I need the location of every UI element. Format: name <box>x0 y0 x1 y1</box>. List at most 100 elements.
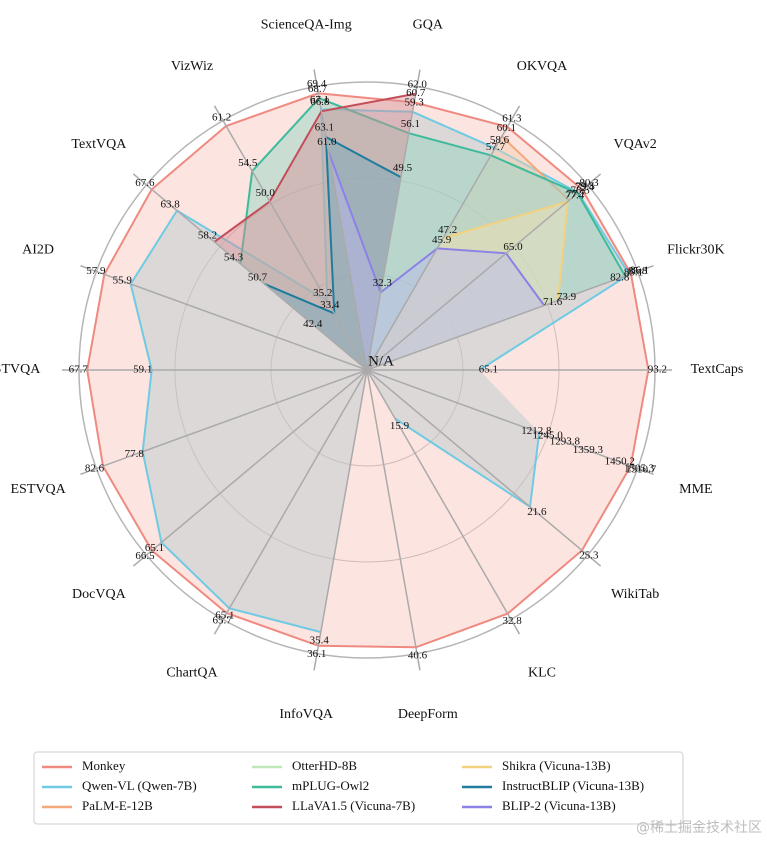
value-label: 68.7 <box>308 83 328 95</box>
axis-line <box>213 369 368 635</box>
axis-label: KLC <box>528 665 556 680</box>
value-label: 54.3 <box>224 251 244 263</box>
value-label: 58.2 <box>198 230 217 242</box>
axis-label: OKVQA <box>517 59 568 74</box>
value-label: 1212.8 <box>521 425 552 437</box>
axis-line <box>132 369 368 567</box>
series-area <box>367 136 570 370</box>
axis-label: VQAv2 <box>613 137 656 152</box>
value-label: 25.3 <box>579 550 599 562</box>
value-label: 78.5 <box>570 185 590 197</box>
value-label: 80.3 <box>579 177 599 189</box>
value-label: 86.1 <box>630 264 649 276</box>
value-label: 61.0 <box>317 136 337 148</box>
axis-label: TextCaps <box>691 362 744 377</box>
axis-label: VizWiz <box>171 59 213 74</box>
value-label: 60.1 <box>497 122 516 134</box>
value-label: 50.0 <box>256 187 276 199</box>
value-label: 82.8 <box>610 272 630 284</box>
value-label: 65.1 <box>215 610 234 622</box>
value-label: 63.8 <box>161 198 181 210</box>
value-label: 85.8 <box>628 265 648 277</box>
value-label: 35.4 <box>310 635 330 647</box>
axis-line <box>80 264 368 371</box>
axis-line <box>132 173 368 371</box>
value-label: 69.4 <box>307 78 327 90</box>
value-label: 59.1 <box>133 364 152 376</box>
axis-line <box>313 369 368 671</box>
axis-label: WikiTab <box>611 587 659 602</box>
value-label: 93.2 <box>648 364 667 376</box>
axes <box>62 69 672 671</box>
legend-box <box>33 751 684 825</box>
axis-line <box>366 69 421 371</box>
value-label: 67.1 <box>310 94 329 106</box>
value-label: 61.2 <box>212 112 231 124</box>
axis-line <box>366 369 421 671</box>
axis-label: InfoVQA <box>279 707 334 722</box>
value-label: 79.5 <box>575 181 595 193</box>
axis-label: Flickr30K <box>667 243 725 258</box>
axis-line <box>313 69 368 371</box>
value-label: 58.6 <box>490 134 510 146</box>
value-label: 65.1 <box>145 542 164 554</box>
series-line <box>501 135 570 202</box>
value-label: 71.6 <box>543 296 563 308</box>
legend: Monkey Qwen-VL (Qwen-7B) PaLM-E-12B OtterHD… <box>42 758 644 813</box>
legend-label: LLaVA1.5 (Vicuna-7B) <box>292 798 415 813</box>
axis-line <box>366 264 654 371</box>
series-area <box>319 151 557 439</box>
value-label: 55.9 <box>113 274 133 286</box>
watermark: @稀土掘金技术社区 <box>636 820 762 836</box>
value-label: 36.1 <box>307 648 326 660</box>
value-label: 66.5 <box>135 550 155 562</box>
value-label: 85.1 <box>624 267 643 279</box>
value-label: 82.6 <box>85 463 105 475</box>
axis-line <box>366 369 521 635</box>
value-label: 57.7 <box>486 141 506 153</box>
value-label: 79.4 <box>575 181 595 193</box>
axis-label: DeepForm <box>398 707 458 722</box>
value-label: 33.4 <box>320 299 340 311</box>
value-label: 1505.3 <box>624 463 655 475</box>
axis-label: ChartQA <box>166 665 218 680</box>
value-label: 45.9 <box>432 234 452 246</box>
value-label: 59.3 <box>404 96 424 108</box>
axis-label: STVQA <box>0 362 41 377</box>
value-label: 62.0 <box>408 78 428 90</box>
value-label: 65.7 <box>213 614 233 626</box>
value-label: 1245.0 <box>533 429 564 441</box>
value-label: 40.6 <box>408 650 428 662</box>
center-label: N/A <box>368 353 394 369</box>
value-label: 66.8 <box>310 96 330 108</box>
legend-label: Monkey <box>82 758 126 773</box>
value-label: 60.7 <box>406 87 426 99</box>
axis-label: MME <box>679 482 712 497</box>
value-label: 50.7 <box>248 272 268 284</box>
legend-label: PaLM-E-12B <box>82 798 153 813</box>
series-area <box>214 93 633 467</box>
legend-label: Qwen-VL (Qwen-7B) <box>82 778 197 793</box>
value-label: 61.3 <box>502 113 522 125</box>
value-label: 65.0 <box>503 241 523 253</box>
axis-label: ScienceQA-Img <box>261 18 352 33</box>
legend-label: BLIP-2 (Vicuna-13B) <box>502 798 616 813</box>
labels: TextCaps Flickr30K VQAv2 OKVQA GQA ScienceQA-… <box>0 18 743 722</box>
value-label: 32.3 <box>373 277 393 289</box>
axis-label: AI2D <box>22 243 54 258</box>
axis-label: DocVQA <box>72 587 127 602</box>
legend-label: OtterHD-8B <box>292 758 357 773</box>
value-label: 1450.2 <box>605 456 635 468</box>
axis-line <box>366 173 602 371</box>
value-label: 1293.8 <box>550 436 581 448</box>
value-label: 77.7 <box>567 188 587 200</box>
value-label: 1359.3 <box>573 444 604 456</box>
legend-label: mPLUG-Owl2 <box>292 778 369 793</box>
series-area <box>240 98 626 459</box>
value-label: 77.8 <box>125 448 145 460</box>
value-label: 15.9 <box>390 420 410 432</box>
legend-label: InstructBLIP (Vicuna-13B) <box>502 778 644 793</box>
axis-label: TextVQA <box>71 137 127 152</box>
